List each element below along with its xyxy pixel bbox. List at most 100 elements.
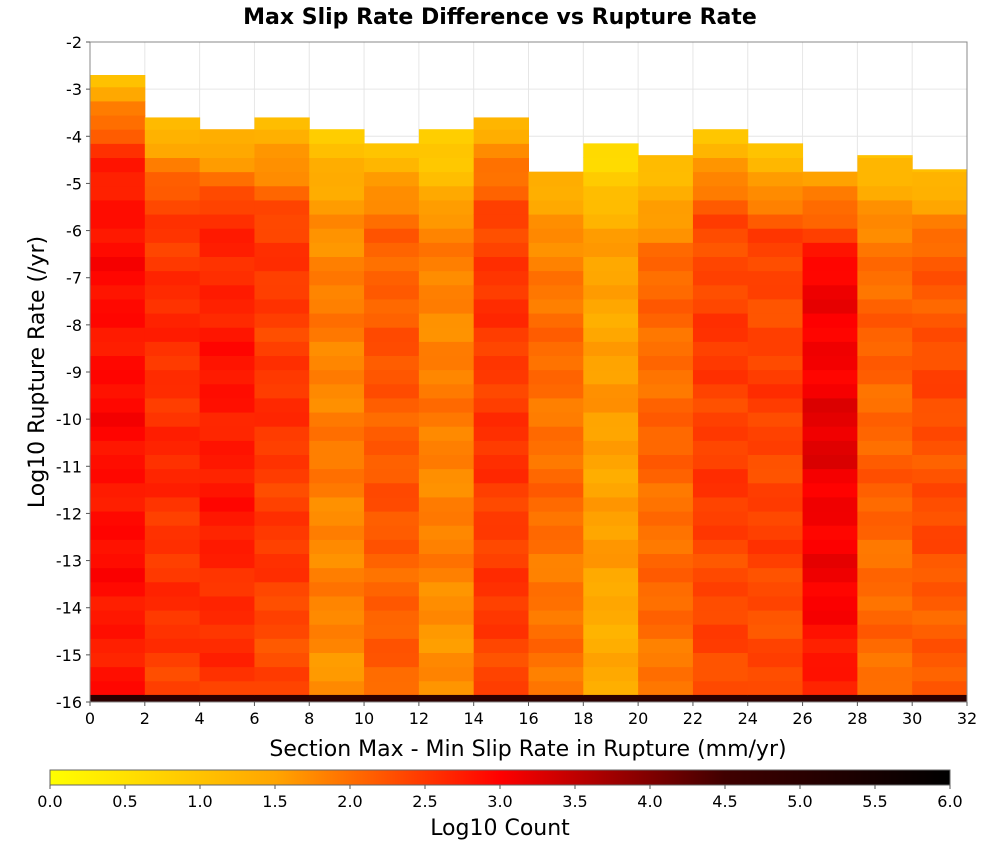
heatmap-cell bbox=[473, 454, 529, 470]
heatmap-cell bbox=[638, 581, 694, 597]
heatmap-cell bbox=[583, 313, 639, 328]
heatmap-cell bbox=[692, 129, 749, 144]
heatmap-cell bbox=[528, 256, 584, 272]
heatmap-cell bbox=[802, 369, 858, 385]
heatmap-cell bbox=[857, 185, 913, 201]
heatmap-cell bbox=[802, 624, 858, 639]
heatmap-cell bbox=[418, 482, 475, 498]
heatmap-cell bbox=[857, 511, 913, 526]
heatmap-cell bbox=[528, 228, 584, 243]
heatmap-cell bbox=[144, 426, 201, 441]
y-tick-label: -12 bbox=[56, 504, 82, 523]
heatmap-cell bbox=[144, 355, 201, 371]
heatmap-cell bbox=[364, 553, 420, 569]
heatmap-cell bbox=[254, 426, 310, 441]
heatmap-cell bbox=[638, 383, 694, 399]
heatmap-cell bbox=[912, 610, 968, 625]
heatmap-cell bbox=[692, 171, 749, 187]
heatmap-cell bbox=[528, 680, 584, 696]
y-tick-label: -10 bbox=[56, 410, 82, 429]
heatmap-cell bbox=[144, 412, 201, 427]
heatmap-cell bbox=[912, 496, 968, 512]
heatmap-cell bbox=[747, 171, 804, 187]
heatmap-cell bbox=[802, 553, 858, 569]
heatmap-cell bbox=[364, 369, 420, 385]
heatmap-cell bbox=[473, 369, 529, 385]
x-tick-label: 4 bbox=[195, 709, 205, 728]
heatmap-cell bbox=[254, 511, 310, 526]
heatmap-cell bbox=[638, 412, 694, 427]
heatmap-cell bbox=[473, 694, 529, 702]
heatmap-cell bbox=[692, 369, 749, 385]
heatmap-cell bbox=[802, 694, 858, 702]
heatmap-cell bbox=[90, 313, 146, 328]
heatmap-cell bbox=[144, 284, 201, 300]
heatmap-cell bbox=[802, 185, 858, 201]
heatmap-cell bbox=[583, 539, 639, 554]
heatmap-cell bbox=[583, 638, 639, 653]
heatmap-cell bbox=[802, 595, 858, 611]
heatmap-cell bbox=[802, 383, 858, 399]
heatmap-cell bbox=[254, 341, 310, 356]
heatmap-cell bbox=[857, 284, 913, 300]
heatmap-cell bbox=[309, 369, 365, 385]
heatmap-cell bbox=[90, 496, 146, 512]
heatmap-cell bbox=[583, 567, 639, 583]
heatmap-cell bbox=[528, 553, 584, 569]
heatmap-cell bbox=[90, 129, 146, 144]
heatmap-cell bbox=[254, 694, 310, 702]
heatmap-cell bbox=[199, 468, 255, 484]
heatmap-cell bbox=[309, 610, 365, 625]
colorbar-label: Log10 Count bbox=[430, 816, 570, 841]
heatmap-cell bbox=[473, 355, 529, 371]
heatmap-cell bbox=[912, 468, 968, 484]
heatmap-cell bbox=[912, 199, 968, 215]
heatmap-cell bbox=[254, 185, 310, 201]
heatmap-cell bbox=[90, 581, 146, 597]
heatmap-cell bbox=[912, 581, 968, 597]
heatmap-cell bbox=[747, 298, 804, 314]
heatmap-cell bbox=[309, 199, 365, 215]
heatmap-cell bbox=[90, 525, 146, 540]
heatmap-cell bbox=[638, 624, 694, 639]
heatmap-cell bbox=[364, 157, 420, 173]
heatmap-cell bbox=[309, 680, 365, 696]
heatmap-cell bbox=[364, 256, 420, 272]
heatmap-cell bbox=[528, 355, 584, 371]
heatmap-cell bbox=[638, 694, 694, 702]
heatmap-cell bbox=[144, 313, 201, 328]
heatmap-cell bbox=[528, 185, 584, 201]
heatmap-cell bbox=[692, 426, 749, 441]
heatmap-cell bbox=[692, 440, 749, 455]
heatmap-cell bbox=[528, 313, 584, 328]
heatmap-cell bbox=[802, 511, 858, 526]
heatmap-cell bbox=[528, 298, 584, 314]
heatmap-cell bbox=[364, 412, 420, 427]
heatmap-cell bbox=[473, 624, 529, 639]
heatmap-cell bbox=[638, 157, 694, 173]
heatmap-cell bbox=[90, 270, 146, 286]
heatmap-cell bbox=[309, 694, 365, 702]
heatmap-cell bbox=[583, 624, 639, 639]
heatmap-cell bbox=[309, 553, 365, 569]
heatmap-cell bbox=[528, 496, 584, 512]
heatmap-cell bbox=[309, 511, 365, 526]
colorbar-tick-label: 2.5 bbox=[412, 792, 437, 811]
colorbar-tick-label: 4.5 bbox=[712, 792, 737, 811]
heatmap-cell bbox=[747, 553, 804, 569]
heatmap-cell bbox=[309, 157, 365, 173]
heatmap-cell bbox=[418, 525, 475, 540]
heatmap-cell bbox=[802, 525, 858, 540]
heatmap-cell bbox=[747, 313, 804, 328]
heatmap-cell bbox=[583, 341, 639, 356]
heatmap-cell bbox=[254, 298, 310, 314]
heatmap-cell bbox=[309, 595, 365, 611]
heatmap-cell bbox=[199, 369, 255, 385]
heatmap-cell bbox=[528, 525, 584, 540]
heatmap-cell bbox=[747, 270, 804, 286]
heatmap-cell bbox=[692, 496, 749, 512]
heatmap-cell bbox=[254, 256, 310, 272]
heatmap-cell bbox=[692, 454, 749, 470]
heatmap-cell bbox=[528, 412, 584, 427]
y-tick-label: -8 bbox=[66, 316, 82, 335]
